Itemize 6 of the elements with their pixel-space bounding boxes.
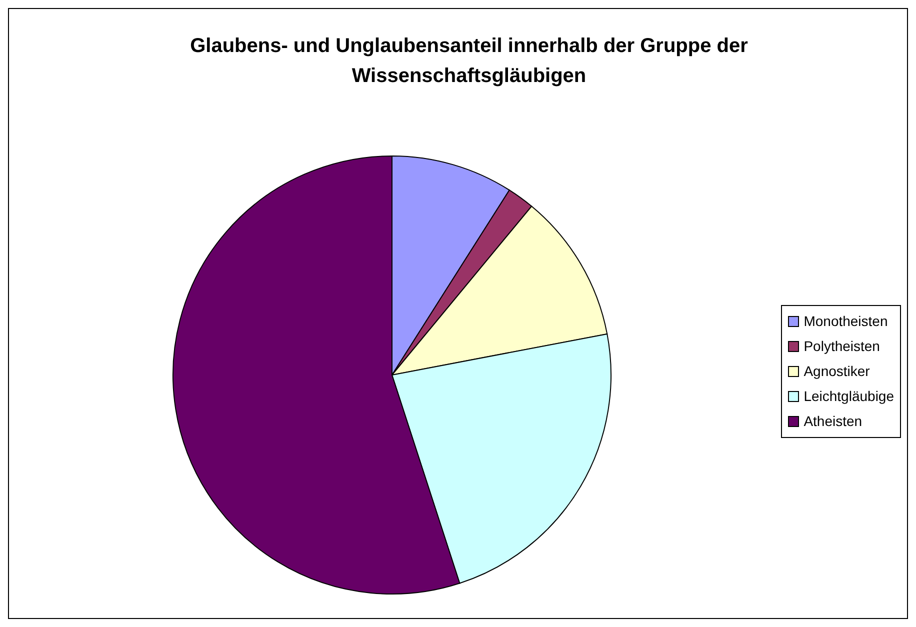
legend-label: Agnostiker	[804, 363, 870, 379]
legend-label: Monotheisten	[804, 313, 888, 329]
legend-label: Leichtgläubige	[804, 388, 894, 404]
legend-label: Atheisten	[804, 413, 862, 429]
chart-title: Glaubens- und Unglaubensanteil innerhalb der Gruppe der Wissenschaftsgläubigen	[189, 34, 749, 89]
legend-label: Polytheisten	[804, 338, 880, 354]
